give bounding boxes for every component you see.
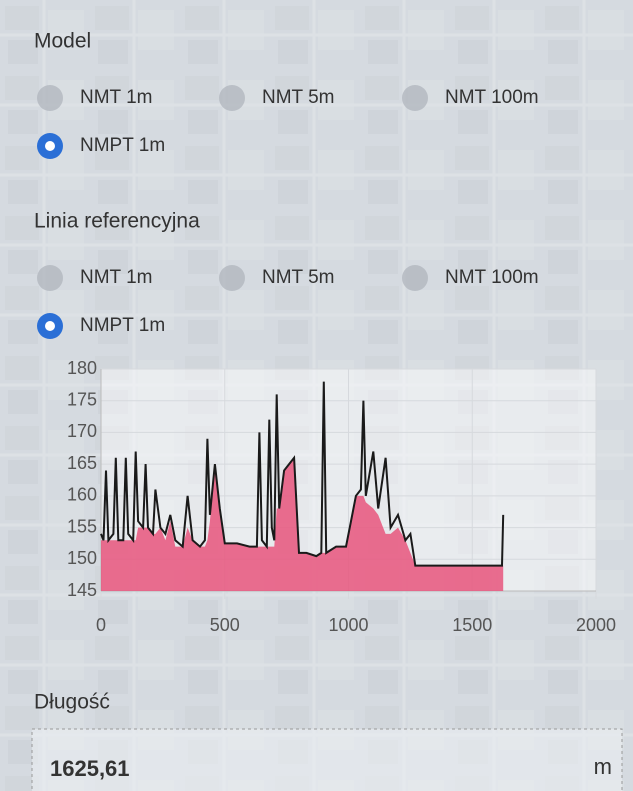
- radio-label: NMT 100m: [445, 267, 539, 288]
- radio[interactable]: [37, 85, 63, 111]
- length-label: Długość: [34, 691, 110, 714]
- y-tick-label: 165: [67, 453, 97, 473]
- radio-label: NMT 5m: [262, 267, 334, 288]
- model-title: Model: [34, 30, 91, 53]
- radio[interactable]: [37, 265, 63, 291]
- x-tick-label: 1000: [328, 615, 368, 635]
- y-tick-label: 155: [67, 516, 97, 536]
- y-tick-label: 180: [67, 358, 97, 378]
- radio-label: NMT 5m: [262, 87, 334, 108]
- y-tick-label: 145: [67, 580, 97, 600]
- length-unit: m: [594, 754, 612, 779]
- radio-label: NMPT 1m: [80, 135, 165, 156]
- x-tick-label: 0: [96, 615, 106, 635]
- radio-dot: [45, 141, 55, 151]
- line: [100, 381, 505, 567]
- radio[interactable]: [402, 85, 428, 111]
- x-tick-label: 1500: [452, 615, 492, 635]
- radio[interactable]: [402, 265, 428, 291]
- radio-dot: [45, 321, 55, 331]
- radio-label: NMT 1m: [80, 267, 152, 288]
- y-tick-label: 175: [67, 389, 97, 409]
- y-tick-label: 170: [67, 421, 97, 441]
- x-tick-label: 2000: [576, 615, 616, 635]
- y-tick-label: 160: [67, 485, 97, 505]
- reference-title: Linia referencyjna: [34, 210, 200, 233]
- y-tick-label: 150: [67, 548, 97, 568]
- radio-label: NMT 1m: [80, 87, 152, 108]
- radio-label: NMPT 1m: [80, 315, 165, 336]
- radio[interactable]: [219, 265, 245, 291]
- length-value: 1625,61: [50, 756, 130, 781]
- x-tick-label: 500: [210, 615, 240, 635]
- radio[interactable]: [219, 85, 245, 111]
- length-input[interactable]: [31, 728, 623, 791]
- area: [101, 457, 504, 591]
- radio-label: NMT 100m: [445, 87, 539, 108]
